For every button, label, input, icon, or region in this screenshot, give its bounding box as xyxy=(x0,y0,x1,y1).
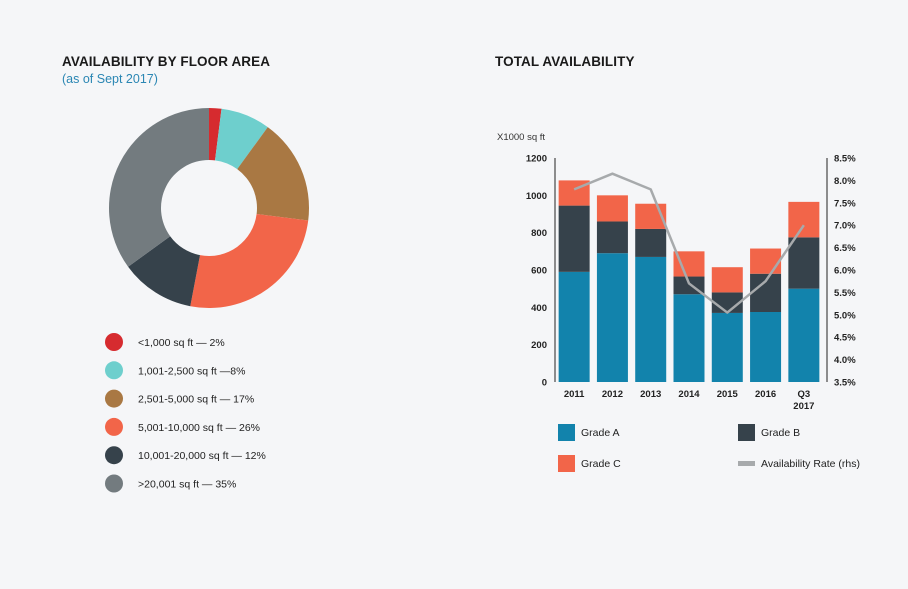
bar-grade-c-1 xyxy=(596,195,628,222)
donut-slice-4 xyxy=(128,236,201,307)
donut-slice-1 xyxy=(215,108,268,170)
donut-chart-title: AVAILABILITY BY FLOOR AREA xyxy=(62,54,271,69)
bar-chart-title: TOTAL AVAILABILITY xyxy=(495,54,635,69)
bar-grade-a-1 xyxy=(596,253,628,382)
x-tick-label-3: 2014 xyxy=(678,389,700,400)
legend-swatch-4 xyxy=(105,446,123,465)
legend-label-5: >20,001 sq ft — 35% xyxy=(138,479,236,491)
legend-swatch-0 xyxy=(105,333,123,351)
y-tick-label-6: 1200 xyxy=(526,154,547,165)
bar-legend-swatch-3 xyxy=(738,461,755,466)
y-tick-label-0: 0 xyxy=(542,378,547,389)
legend-swatch-5 xyxy=(105,474,123,493)
bar-grade-a-5 xyxy=(750,312,782,382)
legend-swatch-2 xyxy=(105,389,123,408)
bar-grade-b-6 xyxy=(788,237,820,289)
legend-label-0: <1,000 sq ft — 2% xyxy=(138,337,225,349)
y2-tick-label-5: 6.0% xyxy=(834,266,856,277)
y-tick-label-1: 200 xyxy=(531,340,547,351)
bar-grade-c-6 xyxy=(788,201,820,238)
donut-slice-3 xyxy=(190,214,309,308)
y2-tick-label-10: 8.5% xyxy=(834,154,856,165)
y2-tick-label-2: 4.5% xyxy=(834,333,856,344)
y-tick-label-3: 600 xyxy=(531,266,547,277)
y2-tick-label-0: 3.5% xyxy=(834,378,856,389)
x-tick-label-6-0: Q3 xyxy=(798,389,811,400)
donut-chart-subtitle: (as of Sept 2017) xyxy=(62,72,158,86)
donut-slice-0 xyxy=(209,108,222,161)
x-tick-label-2: 2013 xyxy=(640,389,661,400)
legend-swatch-1 xyxy=(105,361,123,380)
y2-tick-label-6: 6.5% xyxy=(834,243,856,254)
availability-rate-line xyxy=(573,172,805,314)
legend-swatch-3 xyxy=(105,417,123,436)
bar-legend-label-2: Grade C xyxy=(581,458,621,470)
y-tick-label-5: 1000 xyxy=(526,191,547,202)
y2-tick-label-1: 4.0% xyxy=(834,355,856,366)
legend-label-1: 1,001-2,500 sq ft —8% xyxy=(138,365,245,377)
bar-grade-a-0 xyxy=(558,271,590,382)
x-tick-label-1: 2012 xyxy=(602,389,623,400)
bar-legend-swatch-1 xyxy=(738,424,755,441)
bar-grade-a-2 xyxy=(635,256,667,382)
y-tick-label-2: 400 xyxy=(531,303,547,314)
y2-tick-label-8: 7.5% xyxy=(834,198,856,209)
legend-label-4: 10,001-20,000 sq ft — 12% xyxy=(138,450,266,462)
y-tick-label-4: 800 xyxy=(531,228,547,239)
bar-grade-b-0 xyxy=(558,205,590,272)
x-tick-label-4: 2015 xyxy=(717,389,739,400)
bar-grade-a-4 xyxy=(711,312,743,382)
legend-label-2: 2,501-5,000 sq ft — 17% xyxy=(138,394,254,406)
bar-grade-c-4 xyxy=(711,267,743,293)
y-axis-unit-label: X1000 sq ft xyxy=(497,132,545,143)
bar-legend-label-3: Availability Rate (rhs) xyxy=(761,458,860,470)
bar-grade-b-2 xyxy=(635,228,667,257)
y2-tick-label-9: 8.0% xyxy=(834,176,856,187)
bar-legend-label-1: Grade B xyxy=(761,427,800,439)
bar-legend-swatch-2 xyxy=(558,455,575,472)
bar-grade-a-6 xyxy=(788,288,820,382)
y2-tick-label-3: 5.0% xyxy=(834,310,856,321)
bar-legend-label-0: Grade A xyxy=(581,427,620,439)
legend-label-3: 5,001-10,000 sq ft — 26% xyxy=(138,422,260,434)
bar-legend-swatch-0 xyxy=(558,424,575,441)
donut-slice-2 xyxy=(237,127,309,221)
bar-grade-a-3 xyxy=(673,294,705,382)
x-tick-label-5: 2016 xyxy=(755,389,776,400)
x-tick-label-0: 2011 xyxy=(564,389,585,400)
bar-grade-c-5 xyxy=(750,248,782,274)
donut-slice-5 xyxy=(109,108,209,267)
y2-tick-label-4: 5.5% xyxy=(834,288,856,299)
x-tick-label-6-1: 2017 xyxy=(793,401,814,412)
bar-grade-b-1 xyxy=(596,221,628,254)
y2-tick-label-7: 7.0% xyxy=(834,221,856,232)
